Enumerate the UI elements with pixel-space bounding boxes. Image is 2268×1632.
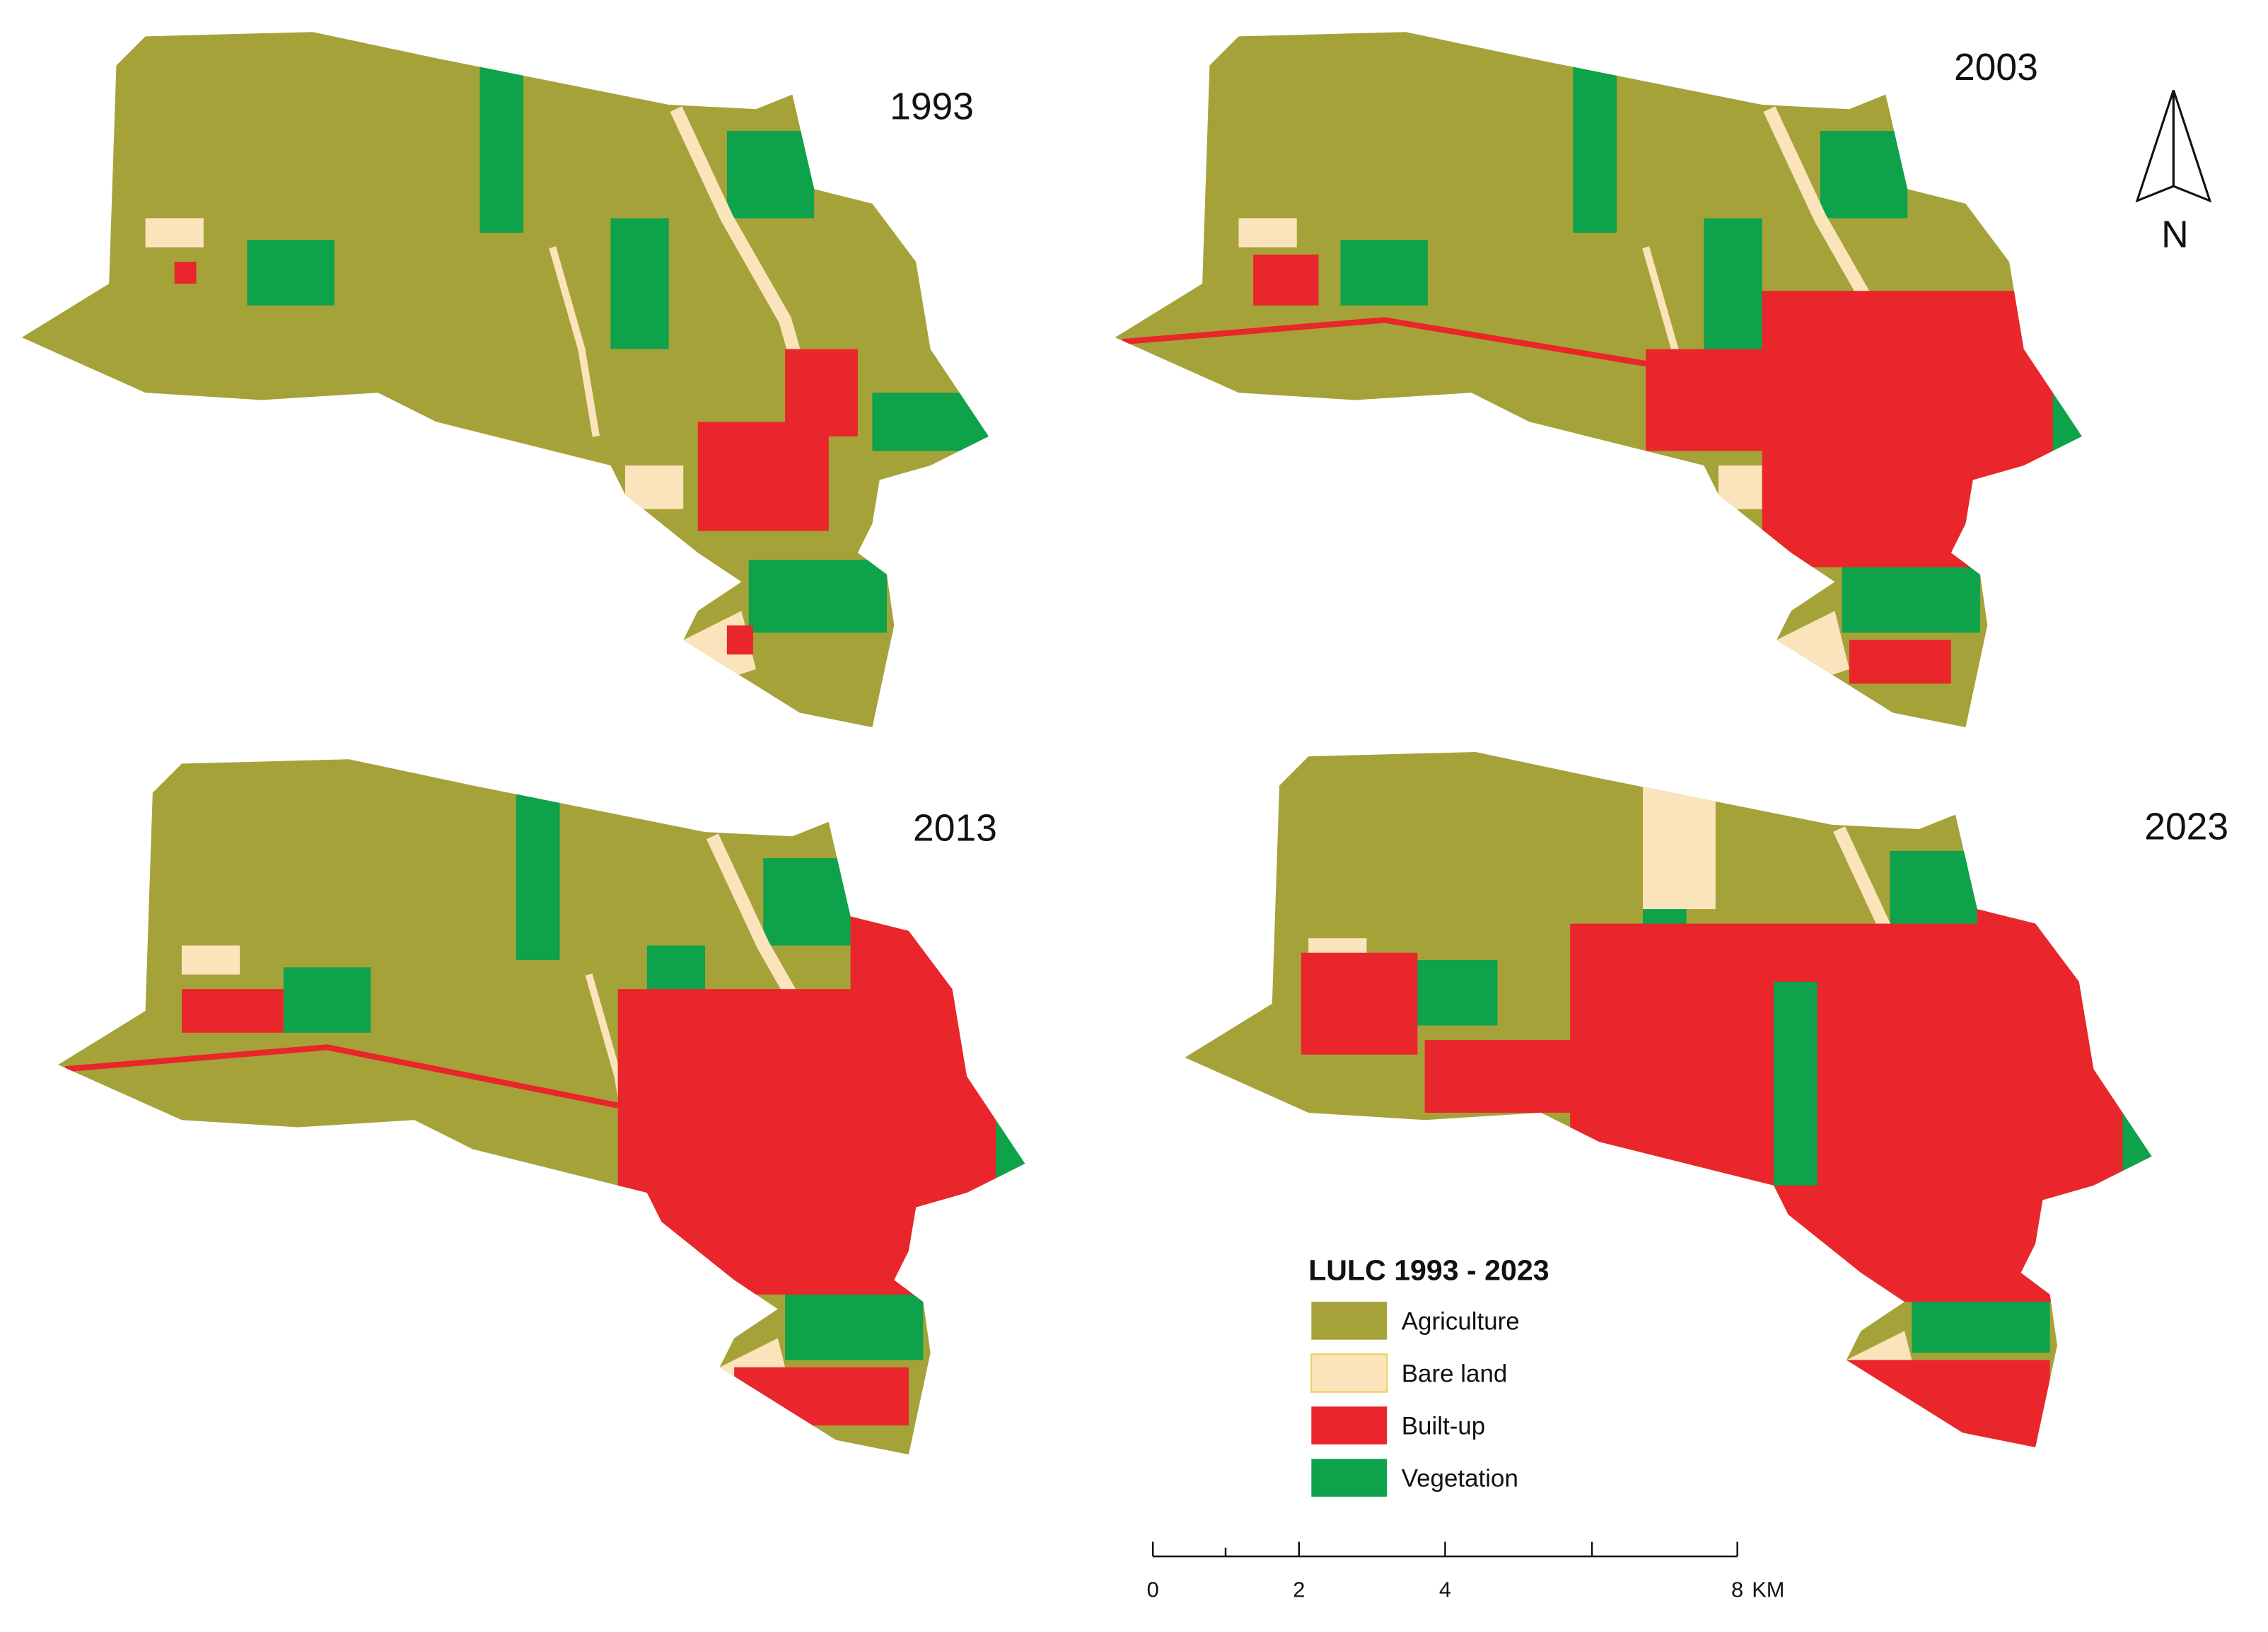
map-panel: 2023 <box>1185 752 2228 1447</box>
scale-label: 0 <box>1147 1578 1159 1602</box>
map-panel: 1993 <box>22 32 989 727</box>
scale-label: 8 <box>1731 1578 1743 1602</box>
legend-label: Bare land <box>1402 1360 1508 1387</box>
legend-label: Vegetation <box>1402 1464 1518 1492</box>
legend-swatch <box>1311 1406 1388 1445</box>
north-arrow: N <box>2135 89 2212 256</box>
legend-swatch <box>1310 1353 1388 1393</box>
legend-label: Agriculture <box>1402 1307 1520 1335</box>
legend-label: Built-up <box>1402 1412 1485 1440</box>
legend-swatch <box>1311 1459 1388 1497</box>
legend-swatch <box>1311 1302 1388 1340</box>
scale-label: 4 <box>1439 1578 1451 1602</box>
year-label: 2013 <box>913 807 997 849</box>
map-panel: 2013 <box>58 759 1025 1454</box>
legend-title: LULC 1993 - 2023 <box>1308 1254 1549 1286</box>
year-label: 1993 <box>890 86 974 128</box>
year-label: 2003 <box>1954 47 2038 88</box>
scale-unit: KM <box>1752 1578 1784 1602</box>
legend: LULC 1993 - 2023 Agriculture Bare land Bui… <box>1308 1254 1549 1497</box>
scale-label: 2 <box>1293 1578 1305 1602</box>
map-panel: 2003 <box>1115 32 2082 727</box>
north-label: N <box>2161 214 2189 256</box>
year-label: 2023 <box>2144 806 2228 847</box>
scale-bar <box>1151 1541 1738 1558</box>
